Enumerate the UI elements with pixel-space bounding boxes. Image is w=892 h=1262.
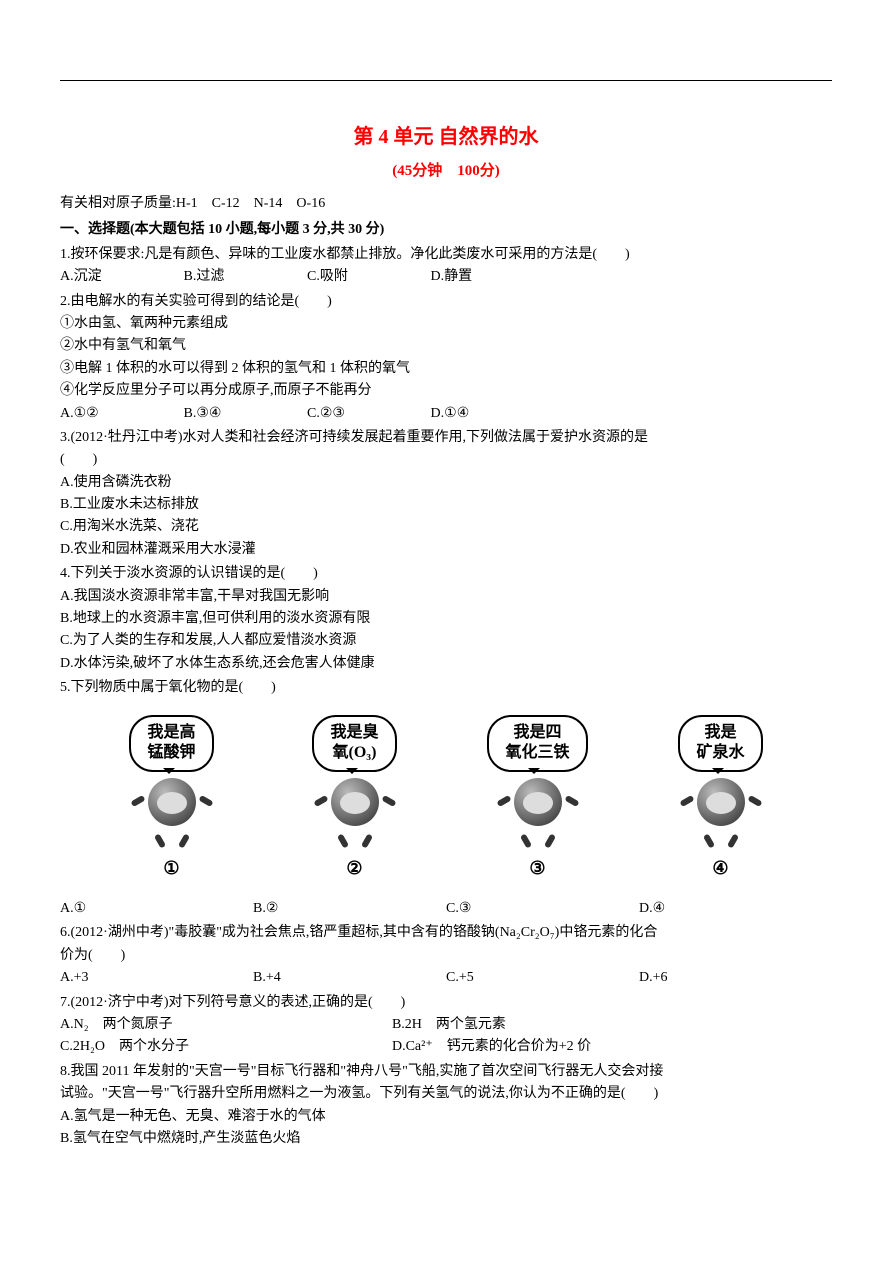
- q7-opt-d: D.Ca²⁺ 钙元素的化合价为+2 价: [392, 1036, 778, 1058]
- q5-opt-c: C.③: [446, 898, 639, 920]
- q8-stem-2: 试验。"天宫一号"飞行器升空所用燃料之一为液氢。下列有关氢气的说法,你认为不正确…: [60, 1083, 832, 1105]
- q6-opt-c: C.+5: [446, 967, 639, 989]
- question-5: 5.下列物质中属于氧化物的是( ) 我是高 锰酸钾 ① 我是臭 氧(O₃): [60, 677, 832, 920]
- bubble-4-line-2: 矿泉水: [696, 744, 744, 761]
- question-4: 4.下列关于淡水资源的认识错误的是( ) A.我国淡水资源非常丰富,干旱对我国无…: [60, 563, 832, 675]
- q4-opt-a: A.我国淡水资源非常丰富,干旱对我国无影响: [60, 586, 832, 608]
- q2-stmt-4: ④化学反应里分子可以再分成原子,而原子不能再分: [60, 380, 832, 402]
- q3-stem-1: 3.(2012·牡丹江中考)水对人类和社会经济可持续发展起着重要作用,下列做法属…: [60, 427, 832, 449]
- q3-opt-d: D.农业和园林灌溉采用大水浸灌: [60, 539, 832, 561]
- character-1-icon: [137, 778, 207, 848]
- bubble-3: 我是四 氧化三铁: [487, 715, 587, 773]
- q7-stem: 7.(2012·济宁中考)对下列符号意义的表述,正确的是( ): [60, 992, 832, 1014]
- q4-stem: 4.下列关于淡水资源的认识错误的是( ): [60, 563, 832, 585]
- q2-stem: 2.由电解水的有关实验可得到的结论是( ): [60, 291, 832, 313]
- q3-opt-c: C.用淘米水洗菜、浇花: [60, 516, 832, 538]
- q5-opt-a: A.①: [60, 898, 253, 920]
- cartoon-1: 我是高 锰酸钾 ①: [97, 715, 247, 883]
- atomic-masses: 有关相对原子质量:H-1 C-12 N-14 O-16: [60, 193, 832, 215]
- q6-opt-a: A.+3: [60, 967, 253, 989]
- q2-stmt-2: ②水中有氢气和氧气: [60, 335, 832, 357]
- question-3: 3.(2012·牡丹江中考)水对人类和社会经济可持续发展起着重要作用,下列做法属…: [60, 427, 832, 561]
- top-rule: [60, 80, 832, 81]
- unit-title: 第 4 单元 自然界的水: [60, 121, 832, 153]
- question-6: 6.(2012·湖州中考)"毒胶囊"成为社会焦点,铬严重超标,其中含有的铬酸钠(…: [60, 922, 832, 989]
- q8-opt-a: A.氢气是一种无色、无臭、难溶于水的气体: [60, 1106, 832, 1128]
- cartoon-1-number: ①: [163, 854, 179, 883]
- bubble-3-line-1: 我是四: [513, 724, 561, 741]
- q2-stmt-3: ③电解 1 体积的水可以得到 2 体积的氢气和 1 体积的氧气: [60, 358, 832, 380]
- q6-opt-d: D.+6: [639, 967, 832, 989]
- bubble-3-line-2: 氧化三铁: [505, 744, 569, 761]
- q3-opt-a: A.使用含磷洗衣粉: [60, 472, 832, 494]
- q6-stem-1: 6.(2012·湖州中考)"毒胶囊"成为社会焦点,铬严重超标,其中含有的铬酸钠(…: [60, 922, 832, 944]
- time-score: (45分钟 100分): [60, 159, 832, 183]
- bubble-4-line-1: 我是: [704, 724, 736, 741]
- q4-opt-b: B.地球上的水资源丰富,但可供利用的淡水资源有限: [60, 608, 832, 630]
- q3-opt-b: B.工业废水未达标排放: [60, 494, 832, 516]
- bubble-1-line-1: 我是高: [147, 724, 195, 741]
- question-8: 8.我国 2011 年发射的"天宫一号"目标飞行器和"神舟八号"飞船,实施了首次…: [60, 1061, 832, 1151]
- q7-opt-c: C.2H₂O 两个水分子: [60, 1036, 392, 1058]
- question-1: 1.按环保要求:凡是有颜色、异味的工业废水都禁止排放。净化此类废水可采用的方法是…: [60, 244, 832, 289]
- q1-opt-c: C.吸附: [307, 266, 431, 288]
- cartoon-4-number: ④: [712, 854, 728, 883]
- q1-options: A.沉淀 B.过滤 C.吸附 D.静置: [60, 266, 832, 288]
- cartoon-4: 我是 矿泉水 ④: [646, 715, 796, 883]
- q8-stem-1: 8.我国 2011 年发射的"天宫一号"目标飞行器和"神舟八号"飞船,实施了首次…: [60, 1061, 832, 1083]
- bubble-1: 我是高 锰酸钾: [129, 715, 213, 773]
- q1-stem: 1.按环保要求:凡是有颜色、异味的工业废水都禁止排放。净化此类废水可采用的方法是…: [60, 244, 832, 266]
- q1-opt-a: A.沉淀: [60, 266, 184, 288]
- q4-opt-d: D.水体污染,破坏了水体生态系统,还会危害人体健康: [60, 653, 832, 675]
- q2-options: A.①② B.③④ C.②③ D.①④: [60, 403, 832, 425]
- bubble-2: 我是臭 氧(O₃): [312, 715, 396, 773]
- q2-opt-b: B.③④: [184, 403, 308, 425]
- cartoon-3: 我是四 氧化三铁 ③: [463, 715, 613, 883]
- bubble-2-line-1: 我是臭: [330, 724, 378, 741]
- q5-cartoons: 我是高 锰酸钾 ① 我是臭 氧(O₃): [60, 715, 832, 883]
- q3-stem-2: ( ): [60, 449, 832, 471]
- character-3-icon: [503, 778, 573, 848]
- q1-opt-b: B.过滤: [184, 266, 308, 288]
- q1-opt-d: D.静置: [431, 266, 555, 288]
- q2-opt-a: A.①②: [60, 403, 184, 425]
- q4-opt-c: C.为了人类的生存和发展,人人都应爱惜淡水资源: [60, 630, 832, 652]
- q2-opt-d: D.①④: [431, 403, 555, 425]
- section-1-heading: 一、选择题(本大题包括 10 小题,每小题 3 分,共 30 分): [60, 219, 832, 241]
- bubble-4: 我是 矿泉水: [678, 715, 762, 773]
- q2-opt-c: C.②③: [307, 403, 431, 425]
- q7-opt-a: A.N₂ 两个氮原子: [60, 1014, 392, 1036]
- character-4-icon: [686, 778, 756, 848]
- q5-stem: 5.下列物质中属于氧化物的是( ): [60, 677, 832, 699]
- q5-options: A.① B.② C.③ D.④: [60, 898, 832, 920]
- q6-opt-b: B.+4: [253, 967, 446, 989]
- question-7: 7.(2012·济宁中考)对下列符号意义的表述,正确的是( ) A.N₂ 两个氮…: [60, 992, 832, 1059]
- q7-options-row2: C.2H₂O 两个水分子 D.Ca²⁺ 钙元素的化合价为+2 价: [60, 1036, 832, 1058]
- q5-opt-d: D.④: [639, 898, 832, 920]
- cartoon-3-number: ③: [529, 854, 545, 883]
- q8-opt-b: B.氢气在空气中燃烧时,产生淡蓝色火焰: [60, 1128, 832, 1150]
- q6-stem-2: 价为( ): [60, 945, 832, 967]
- q7-options-row1: A.N₂ 两个氮原子 B.2H 两个氢元素: [60, 1014, 832, 1036]
- cartoon-2: 我是臭 氧(O₃) ②: [280, 715, 430, 883]
- bubble-1-line-2: 锰酸钾: [147, 744, 195, 761]
- q5-opt-b: B.②: [253, 898, 446, 920]
- bubble-2-line-2: 氧(O₃): [333, 744, 377, 761]
- cartoon-2-number: ②: [346, 854, 362, 883]
- question-2: 2.由电解水的有关实验可得到的结论是( ) ①水由氢、氧两种元素组成 ②水中有氢…: [60, 291, 832, 425]
- q7-opt-b: B.2H 两个氢元素: [392, 1014, 778, 1036]
- character-2-icon: [320, 778, 390, 848]
- q2-stmt-1: ①水由氢、氧两种元素组成: [60, 313, 832, 335]
- q6-options: A.+3 B.+4 C.+5 D.+6: [60, 967, 832, 989]
